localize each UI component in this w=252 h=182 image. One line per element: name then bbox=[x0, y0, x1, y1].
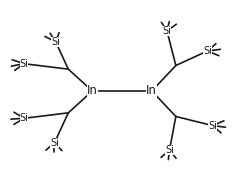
Text: Si: Si bbox=[50, 138, 59, 148]
Text: Si: Si bbox=[19, 113, 28, 123]
Text: In: In bbox=[87, 84, 97, 98]
Text: Si: Si bbox=[164, 145, 173, 155]
Text: Si: Si bbox=[207, 121, 216, 130]
Text: Si: Si bbox=[19, 59, 28, 69]
Text: Si: Si bbox=[162, 26, 171, 36]
Text: In: In bbox=[146, 84, 156, 98]
Text: Si: Si bbox=[51, 37, 60, 47]
Text: Si: Si bbox=[202, 46, 211, 56]
